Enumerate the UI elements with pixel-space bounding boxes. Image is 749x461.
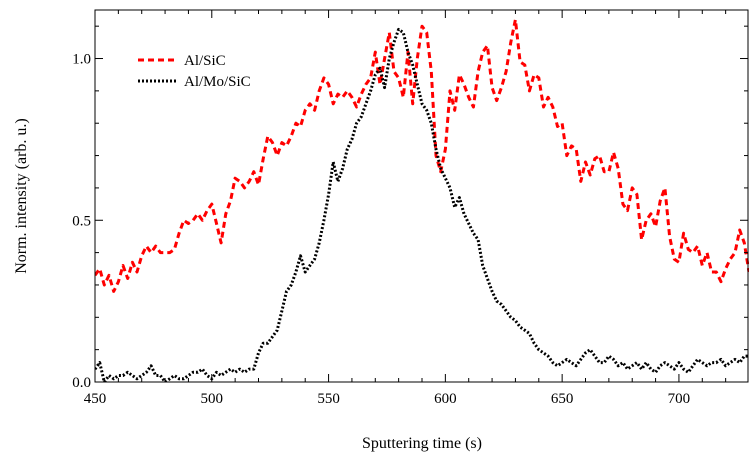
y-tick-label: 0.5 [72,213,91,229]
y-axis-title: Norm. intensity (arb. u.) [13,118,30,274]
x-tick-label: 650 [551,391,574,407]
x-tick-label: 550 [317,391,340,407]
x-tick-label: 600 [434,391,457,407]
x-tick-label: 700 [668,391,691,407]
axes-layer: 450 500 550 600 650 700 0.0 0.5 1.0 [72,9,749,407]
legend-label-al-sic: Al/SiC [184,53,226,69]
y-tick-label: 0.0 [72,375,91,391]
y-tick-label: 1.0 [72,52,91,68]
series-line-al-sic [95,18,749,293]
x-tick-label: 450 [84,391,107,407]
x-tick-label: 500 [201,391,224,407]
legend-label-al-mo-sic: Al/Mo/SiC [184,74,251,90]
series-layer [95,18,749,382]
series-line-al-mo-sic [95,27,749,382]
legend: Al/SiC Al/Mo/SiC [138,53,251,90]
x-axis-title: Sputtering time (s) [362,435,482,452]
